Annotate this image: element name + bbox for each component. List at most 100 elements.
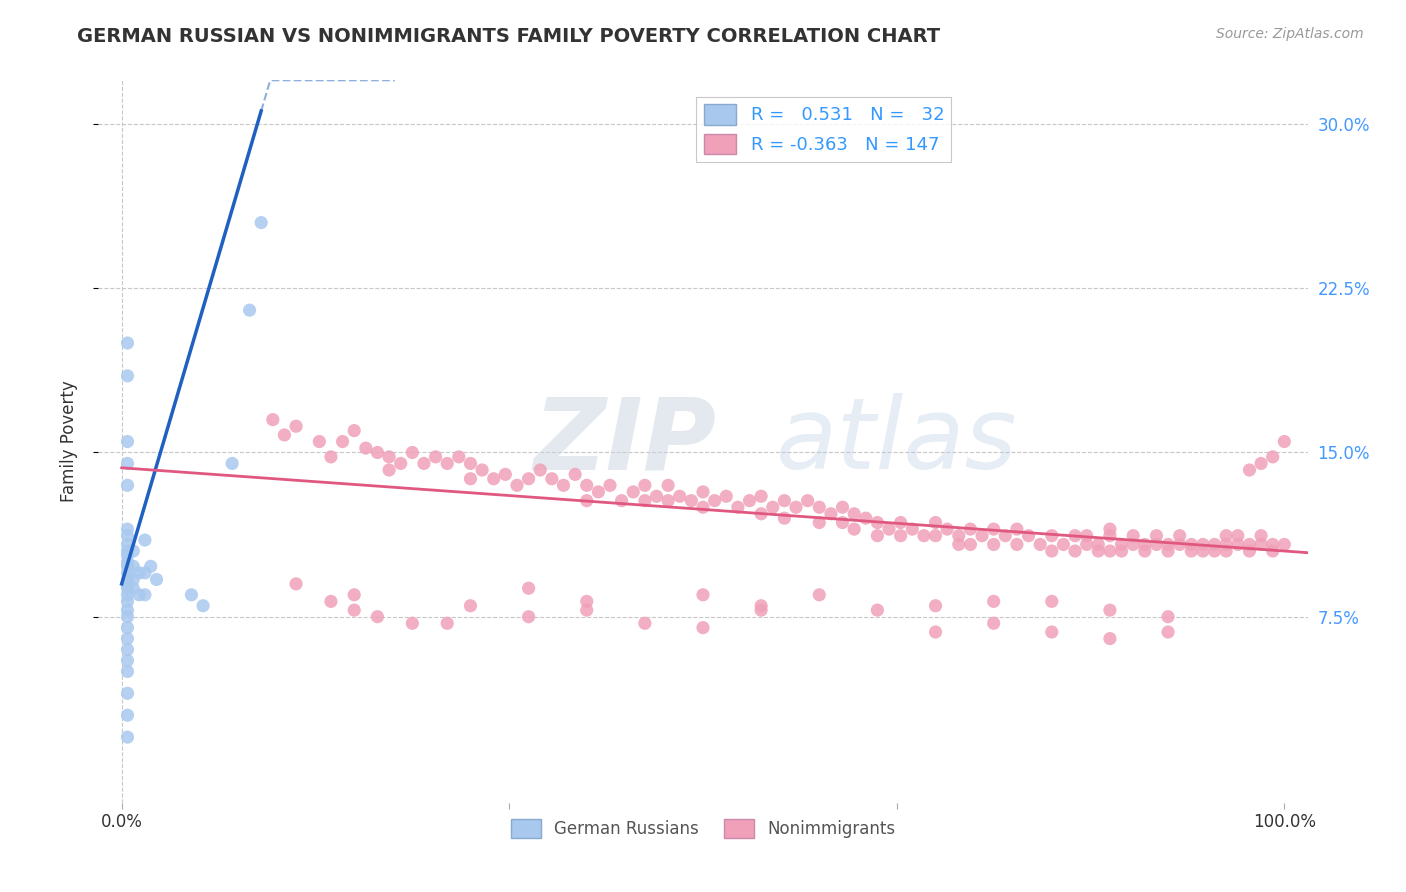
Point — [117, 581, 139, 595]
Point — [117, 730, 139, 744]
Point — [517, 581, 540, 595]
Point — [378, 463, 401, 477]
Point — [1157, 625, 1180, 640]
Point — [117, 577, 139, 591]
Point — [117, 522, 139, 536]
Point — [1133, 537, 1156, 551]
Point — [117, 549, 139, 563]
Point — [831, 500, 853, 515]
Point — [221, 457, 243, 471]
Point — [1250, 457, 1272, 471]
Point — [983, 616, 1005, 631]
Point — [1250, 529, 1272, 543]
Point — [692, 621, 714, 635]
Point — [820, 507, 842, 521]
Point — [180, 588, 202, 602]
Point — [117, 457, 139, 471]
Point — [1239, 463, 1261, 477]
Point — [117, 336, 139, 351]
Point — [621, 484, 644, 499]
Point — [1098, 544, 1121, 558]
Point — [681, 493, 703, 508]
Point — [1098, 529, 1121, 543]
Point — [117, 686, 139, 700]
Point — [117, 653, 139, 667]
Point — [239, 303, 262, 318]
Point — [1098, 522, 1121, 536]
Point — [1272, 537, 1295, 551]
Point — [343, 603, 366, 617]
Point — [1040, 625, 1063, 640]
Point — [901, 522, 924, 536]
Point — [844, 507, 866, 521]
Point — [1250, 537, 1272, 551]
Point — [610, 493, 633, 508]
Point — [1168, 537, 1191, 551]
Point — [1204, 544, 1226, 558]
Point — [117, 632, 139, 646]
Point — [948, 529, 970, 543]
Point — [117, 559, 139, 574]
Point — [959, 537, 981, 551]
Point — [134, 566, 156, 580]
Point — [936, 522, 959, 536]
Point — [128, 588, 150, 602]
Point — [1040, 594, 1063, 608]
Point — [983, 594, 1005, 608]
Point — [588, 484, 610, 499]
Point — [924, 516, 946, 530]
Point — [117, 566, 139, 580]
Point — [890, 529, 912, 543]
Point — [808, 588, 831, 602]
Point — [912, 529, 935, 543]
Y-axis label: Family Poverty: Family Poverty — [59, 381, 77, 502]
Point — [122, 544, 145, 558]
Point — [273, 428, 295, 442]
Point — [1018, 529, 1040, 543]
Text: GERMAN RUSSIAN VS NONIMMIGRANTS FAMILY POVERTY CORRELATION CHART: GERMAN RUSSIAN VS NONIMMIGRANTS FAMILY P… — [77, 27, 941, 45]
Point — [716, 489, 738, 503]
Point — [959, 522, 981, 536]
Point — [319, 450, 342, 464]
Point — [634, 616, 657, 631]
Point — [1098, 632, 1121, 646]
Point — [808, 500, 831, 515]
Point — [389, 457, 412, 471]
Point — [471, 463, 494, 477]
Point — [378, 450, 401, 464]
Text: Source: ZipAtlas.com: Source: ZipAtlas.com — [1216, 27, 1364, 41]
Point — [1157, 537, 1180, 551]
Point — [117, 708, 139, 723]
Point — [1040, 544, 1063, 558]
Point — [117, 588, 139, 602]
Point — [1122, 537, 1144, 551]
Point — [354, 441, 377, 455]
Point — [1098, 603, 1121, 617]
Point — [482, 472, 505, 486]
Point — [1076, 529, 1098, 543]
Point — [634, 478, 657, 492]
Point — [319, 594, 342, 608]
Point — [1052, 537, 1074, 551]
Point — [1168, 529, 1191, 543]
Point — [703, 493, 725, 508]
Point — [117, 665, 139, 679]
Point — [657, 478, 679, 492]
Point — [401, 445, 423, 459]
Point — [1180, 537, 1202, 551]
Point — [1192, 537, 1215, 551]
Point — [1239, 544, 1261, 558]
Point — [117, 642, 139, 657]
Point — [1064, 544, 1087, 558]
Point — [117, 621, 139, 635]
Point — [762, 500, 785, 515]
Legend: German Russians, Nonimmigrants: German Russians, Nonimmigrants — [505, 813, 901, 845]
Point — [447, 450, 470, 464]
Point — [117, 537, 139, 551]
Point — [1226, 537, 1249, 551]
Point — [785, 500, 807, 515]
Point — [924, 529, 946, 543]
Point — [1226, 529, 1249, 543]
Point — [855, 511, 877, 525]
Point — [866, 529, 889, 543]
